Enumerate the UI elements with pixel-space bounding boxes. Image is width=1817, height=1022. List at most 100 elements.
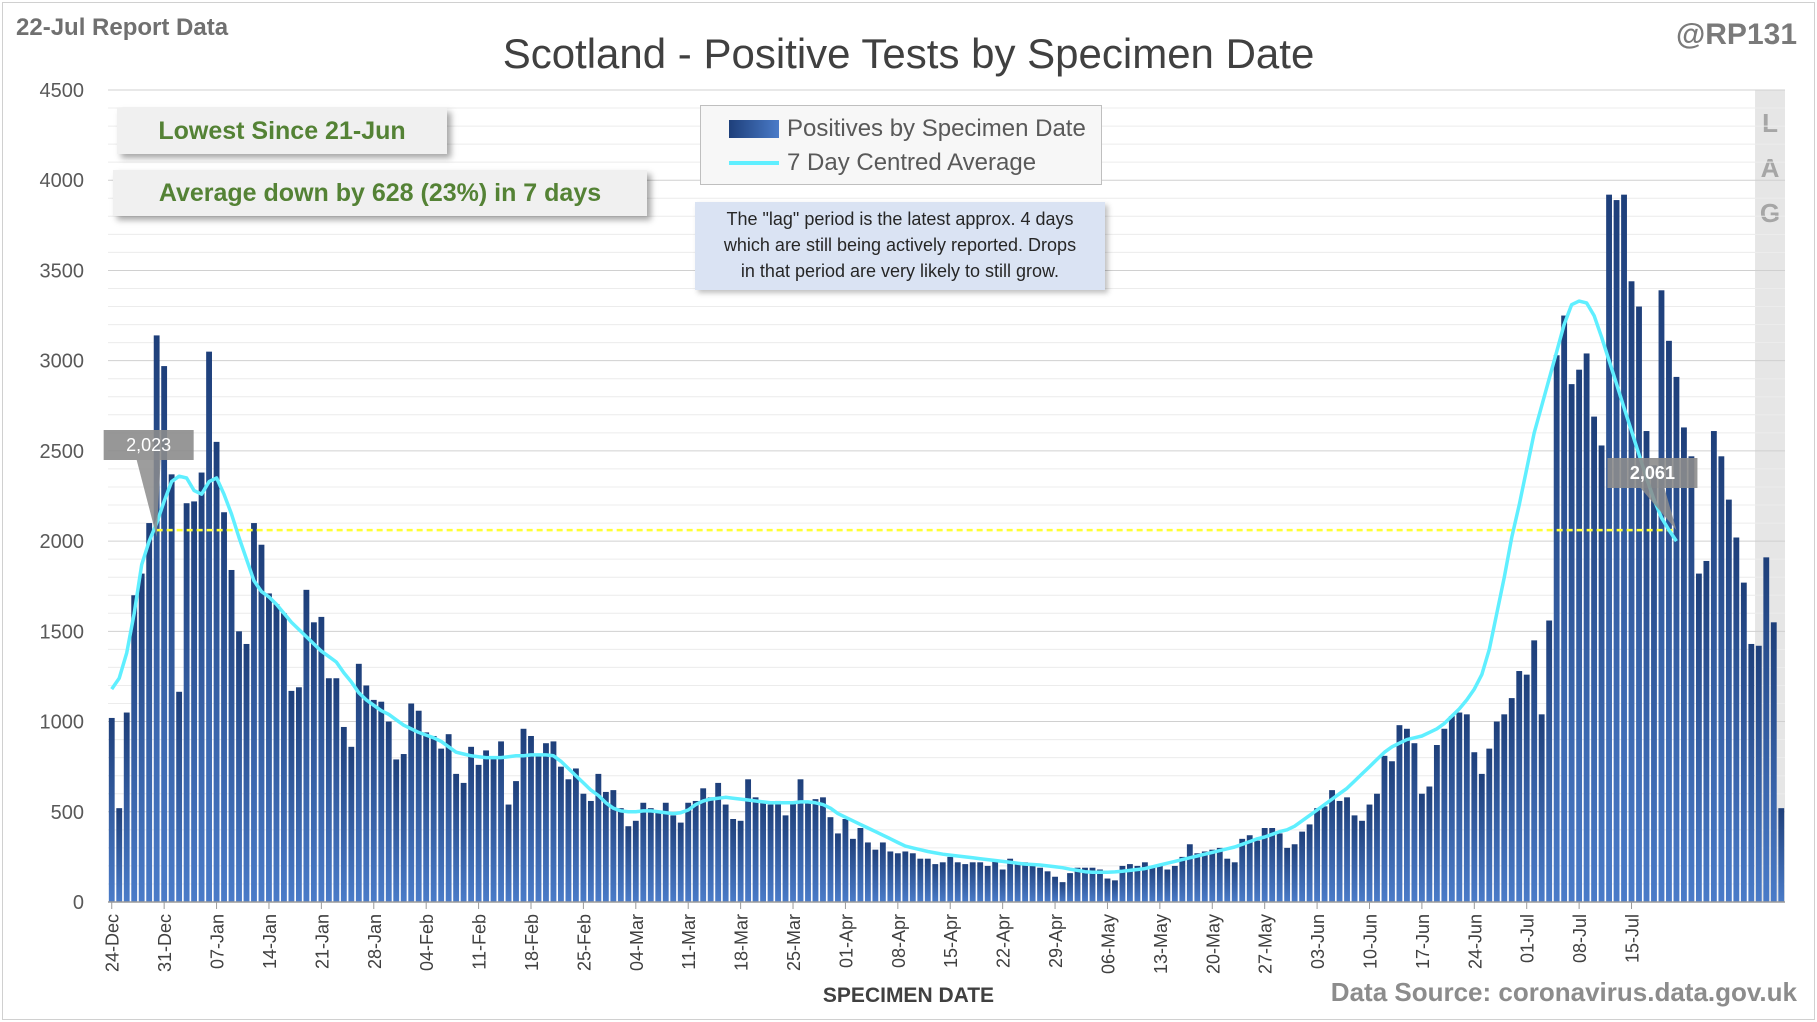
daily-positives-bar <box>1486 748 1493 902</box>
daily-positives-bar <box>857 828 864 902</box>
daily-positives-bar <box>505 804 512 902</box>
x-tick-label: 07-Jan <box>208 914 228 969</box>
daily-positives-bar <box>1396 725 1403 902</box>
daily-positives-bar <box>1314 808 1321 902</box>
daily-positives-bar <box>1613 200 1620 902</box>
x-tick-label: 04-Feb <box>417 914 437 971</box>
daily-positives-bar <box>1538 714 1545 902</box>
legend: Positives by Specimen Date 7 Day Centred… <box>700 105 1102 185</box>
daily-positives-bar <box>131 595 138 902</box>
daily-positives-bar <box>1239 838 1246 902</box>
daily-positives-bar <box>1703 560 1710 902</box>
bars-layer <box>108 194 1785 903</box>
y-tick-label: 4000 <box>40 170 85 192</box>
daily-positives-bar <box>752 797 759 902</box>
daily-positives-bar <box>1725 499 1732 902</box>
daily-positives-bar <box>685 802 692 902</box>
daily-positives-bar <box>932 864 939 902</box>
y-tick-label: 2000 <box>40 531 85 553</box>
daily-positives-bar <box>1044 871 1051 902</box>
daily-positives-bar <box>528 735 534 902</box>
daily-positives-bar <box>310 622 317 902</box>
daily-positives-bar <box>640 802 647 902</box>
daily-positives-bar <box>438 748 445 902</box>
daily-positives-bar <box>1441 728 1448 902</box>
daily-positives-bar <box>138 573 145 902</box>
lag-letter: L <box>1762 108 1778 138</box>
daily-positives-bar <box>962 864 969 902</box>
daily-positives-bar <box>513 781 519 902</box>
daily-positives-bar <box>887 851 894 902</box>
lag-note-line-2: which are still being actively reported.… <box>723 235 1077 255</box>
daily-positives-bar <box>1134 865 1141 902</box>
daily-positives-bar <box>700 788 707 902</box>
daily-positives-bar <box>191 501 198 902</box>
daily-positives-bar <box>587 800 594 902</box>
annotation-end-label: 2,061 <box>1630 463 1675 483</box>
daily-positives-bar <box>340 726 347 902</box>
daily-positives-bar <box>745 779 752 902</box>
x-tick-label: 24-Jun <box>1465 914 1485 969</box>
daily-positives-bar <box>1284 847 1291 902</box>
daily-positives-bar <box>1374 793 1380 902</box>
legend-bars-label: Positives by Specimen Date <box>787 115 1086 142</box>
annotations-layer: 2,023 2,061 <box>103 430 1698 537</box>
y-tick-label: 4500 <box>40 80 85 102</box>
daily-positives-bar <box>161 366 168 903</box>
x-tick-label: 15-Apr <box>941 914 961 968</box>
daily-positives-bar <box>1037 867 1044 902</box>
data-source: Data Source: coronavirus.data.gov.uk <box>1330 977 1797 1007</box>
daily-positives-bar <box>977 862 984 902</box>
daily-positives-bar <box>206 351 212 903</box>
daily-positives-bar <box>378 701 385 902</box>
daily-positives-bar <box>924 858 931 902</box>
annotation-end-box <box>1607 458 1698 488</box>
daily-positives-bar <box>797 779 804 902</box>
x-tick-label: 01-Apr <box>836 914 856 968</box>
x-tick-label: 13-May <box>1151 914 1171 974</box>
daily-positives-bar <box>632 820 639 902</box>
daily-positives-bar <box>849 838 856 902</box>
daily-positives-bar <box>445 734 452 902</box>
daily-positives-bar <box>775 800 781 902</box>
legend-bar-swatch <box>729 120 779 138</box>
lag-note-line-3: in that period are very likely to still … <box>740 261 1060 281</box>
annotation-end-pointer <box>1640 488 1677 531</box>
daily-positives-bar <box>1209 849 1216 902</box>
daily-positives-bar <box>1127 864 1133 902</box>
daily-positives-bar <box>1508 698 1515 902</box>
daily-positives-bar <box>1291 844 1298 902</box>
daily-positives-bar <box>1254 840 1261 902</box>
daily-positives-bar <box>1598 445 1605 902</box>
daily-positives-bar <box>1636 306 1642 902</box>
daily-positives-bar <box>1666 340 1672 903</box>
daily-positives-bar <box>580 793 587 902</box>
daily-positives-bar <box>947 856 954 902</box>
daily-positives-bar <box>782 815 789 902</box>
x-tick-label: 08-Jul <box>1570 914 1590 963</box>
x-tick-label: 08-Apr <box>889 914 909 968</box>
daily-positives-bar <box>760 800 766 902</box>
daily-positives-bar <box>565 779 572 902</box>
daily-positives-bar <box>939 862 946 902</box>
daily-positives-bar <box>1306 824 1313 902</box>
daily-positives-bar <box>1576 369 1583 902</box>
daily-positives-bar <box>954 862 961 902</box>
daily-positives-bar <box>168 474 175 902</box>
daily-positives-bar <box>1583 353 1590 903</box>
daily-positives-bar <box>767 804 774 902</box>
daily-positives-bar <box>423 732 430 902</box>
daily-positives-bar <box>692 800 699 902</box>
y-tick-label: 1000 <box>40 712 85 734</box>
daily-positives-bar <box>251 523 257 902</box>
daily-positives-bar <box>1359 820 1365 902</box>
daily-positives-bar <box>1022 862 1029 902</box>
daily-positives-bar <box>1553 355 1560 903</box>
daily-positives-bar <box>303 589 310 902</box>
daily-positives-bar <box>1164 869 1171 902</box>
daily-positives-bar <box>355 663 362 902</box>
annotation-start-pointer <box>136 460 161 537</box>
daily-positives-bar <box>1276 833 1283 902</box>
daily-positives-bar <box>1224 858 1231 902</box>
